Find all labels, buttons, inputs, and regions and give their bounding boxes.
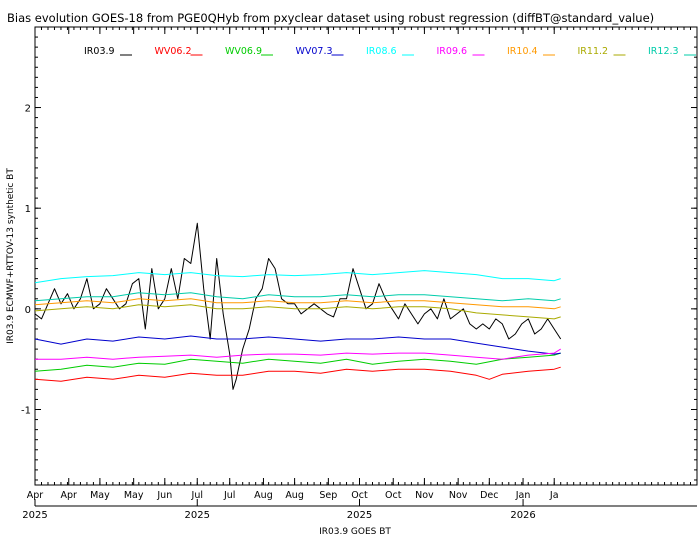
series-line-ir09-6: [35, 348, 561, 360]
y-tick-label: 2: [25, 104, 31, 115]
legend-label-ir09-6: IR09.6: [437, 46, 468, 57]
chart-title: Bias evolution GOES-18 from PGE0QHyb fro…: [7, 11, 654, 25]
legend-label-wv06-2: WV06.2: [155, 46, 192, 57]
legend-label-ir12-3: IR12.3: [648, 46, 679, 57]
legend-label-ir08-6: IR08.6: [366, 46, 397, 57]
series-line-wv06-9: [34, 352, 561, 372]
series-line-ir08-6: [34, 270, 561, 284]
y-axis-label: IR03.9 ECMWF+RTTOV-13 synthetic BT: [6, 168, 16, 344]
x-month-label: Oct: [385, 490, 402, 501]
x-month-label: Apr: [27, 490, 44, 501]
x-axis: Apr Apr May May Jun Jul Jul Aug Aug Sep Oct Oct Nov N…: [22, 27, 698, 521]
x-month-label: Aug: [254, 490, 273, 501]
series-line-wv06-2: [34, 366, 561, 382]
x-month-label: May: [124, 490, 144, 501]
x-year-label: 2025: [185, 510, 210, 521]
series-line-wv07-3: [34, 335, 561, 355]
series-line-ir03-9: [34, 222, 562, 390]
x-month-label: Jun: [156, 490, 172, 501]
x-month-label: Ja: [549, 490, 559, 501]
legend: IR03.9 WV06.2 WV06.9 WV07.3 IR08.6 IR09.6 IR10…: [84, 46, 696, 57]
x-month-label: May: [90, 490, 110, 501]
x-month-label: Nov: [415, 490, 434, 501]
x-year-label: 2025: [22, 510, 47, 521]
series-layer: [34, 222, 562, 390]
legend-label-ir10-4: IR10.4: [507, 46, 538, 57]
x-month-label: Dec: [480, 490, 498, 501]
x-year-label: 2025: [347, 510, 372, 521]
x-month-label: Sep: [319, 490, 337, 501]
y-tick-label: 1: [25, 204, 31, 215]
x-month-label: Oct: [351, 490, 368, 501]
series-line-ir11-2: [34, 304, 561, 320]
legend-label-wv07-3: WV07.3: [296, 46, 333, 57]
legend-label-wv06-9: WV06.9: [225, 46, 262, 57]
y-tick-label: 0: [25, 305, 31, 316]
x-axis-label: IR03.9 GOES BT: [319, 527, 391, 537]
x-month-label: Jan: [515, 490, 531, 501]
x-month-label: Apr: [61, 490, 78, 501]
series-line-ir12-3: [34, 292, 561, 302]
x-month-label: Aug: [285, 490, 304, 501]
y-tick-label: -1: [21, 406, 31, 417]
x-month-label: Nov: [449, 490, 468, 501]
legend-label-ir03-9: IR03.9: [84, 46, 115, 57]
x-month-label: Jul: [223, 490, 235, 501]
x-month-label: Jul: [191, 490, 203, 501]
x-year-label: 2026: [510, 510, 535, 521]
legend-label-ir11-2: IR11.2: [578, 46, 609, 57]
series-line-ir10-4: [34, 298, 561, 310]
